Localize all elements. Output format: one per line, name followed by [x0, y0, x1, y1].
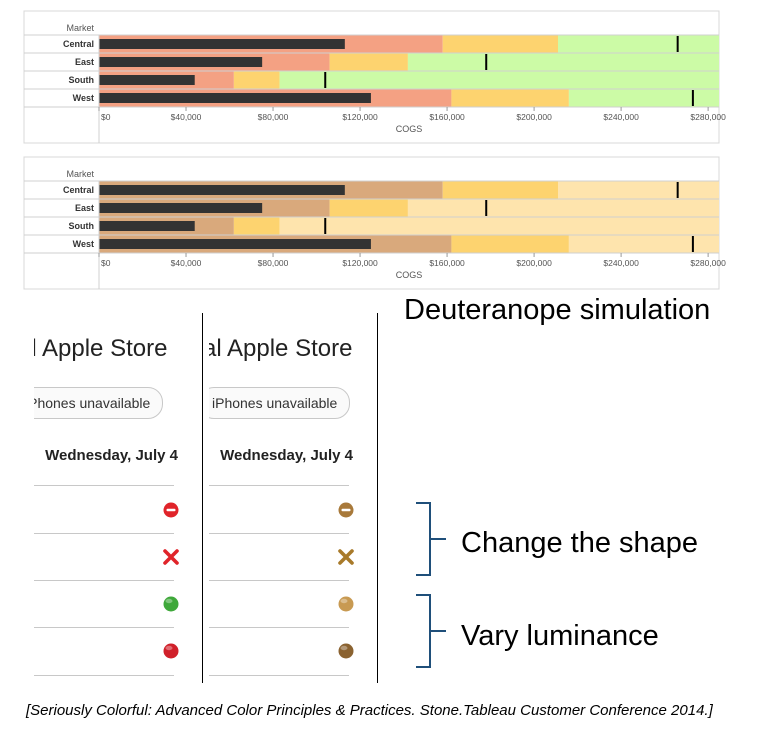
x-tick-label: $40,000 [171, 258, 202, 268]
bar-west [99, 239, 371, 249]
dot-icon [162, 642, 180, 665]
vary-luminance-label: Vary luminance [461, 620, 659, 652]
bar-central [99, 39, 345, 49]
target-west [691, 236, 694, 252]
row-label-south: South [69, 221, 95, 231]
store-title: al Apple Store [209, 335, 353, 362]
x-tick-label: $160,000 [429, 258, 465, 268]
row-label-central: Central [63, 39, 94, 49]
band-south-1 [233, 217, 280, 235]
x-axis-label: COGS [396, 124, 423, 134]
x-mark-icon [337, 548, 355, 571]
x-tick-label: $160,000 [429, 112, 465, 122]
x-tick-label: $200,000 [516, 258, 552, 268]
row-label-east: East [75, 57, 94, 67]
target-east [485, 54, 488, 70]
band-west-1 [451, 235, 569, 253]
row-separator [209, 580, 349, 581]
x-tick-label: $80,000 [258, 112, 289, 122]
change-shape-label: Change the shape [461, 527, 699, 559]
x-tick-label: $80,000 [258, 258, 289, 268]
store-panel-original: al Apple Store iPhones unavailable Wedne… [34, 313, 203, 683]
row-separator [34, 580, 174, 581]
band-south-2 [279, 71, 719, 89]
date-header: Wednesday, July 4 [45, 447, 178, 464]
row-label-south: South [69, 75, 95, 85]
bar-south [99, 75, 195, 85]
bar-east [99, 57, 263, 67]
row-separator [209, 627, 349, 628]
target-west [691, 90, 694, 106]
band-west-2 [568, 89, 719, 107]
date-header: Wednesday, July 4 [220, 447, 353, 464]
x-tick-label: $200,000 [516, 112, 552, 122]
band-central-2 [558, 35, 719, 53]
x-tick-label: $280,000 [690, 258, 726, 268]
bar-west [99, 93, 371, 103]
citation-caption: [Seriously Colorful: Advanced Color Prin… [26, 702, 713, 719]
x-tick-label: $120,000 [342, 258, 378, 268]
bar-east [99, 203, 263, 213]
store-panel-deuteranope: al Apple Store iPhones unavailable Wedne… [209, 313, 378, 683]
bullet-chart-original: Market Central East South West $0 $40,000 $80,0… [23, 10, 726, 144]
band-east-2 [407, 199, 719, 217]
row-separator [34, 675, 174, 676]
x-tick-label: $40,000 [171, 112, 202, 122]
simulation-label: Deuteranope simulation [404, 294, 711, 326]
target-south [324, 72, 327, 88]
row-separator [34, 627, 174, 628]
row-header: Market [66, 169, 94, 179]
band-east-2 [407, 53, 719, 71]
x-tick-label: $0 [101, 112, 111, 122]
bullet-chart-deuteranope: Market Central East South West $0 $40,000 $80,0… [23, 156, 726, 290]
bar-central [99, 185, 345, 195]
unavailable-filter-button[interactable]: iPhones unavailable [209, 387, 351, 419]
band-west-1 [451, 89, 569, 107]
shape-bracket [416, 502, 446, 576]
target-central [676, 182, 679, 198]
band-east-1 [329, 199, 408, 217]
band-west-2 [568, 235, 719, 253]
band-east-1 [329, 53, 408, 71]
x-tick-label: $240,000 [603, 112, 639, 122]
row-label-central: Central [63, 185, 94, 195]
store-title: al Apple Store [34, 335, 168, 362]
dot-icon [337, 595, 355, 618]
target-south [324, 218, 327, 234]
row-label-east: East [75, 203, 94, 213]
x-mark-icon [162, 548, 180, 571]
row-header: Market [66, 23, 94, 33]
minus-circle-icon [162, 501, 180, 524]
row-separator [209, 485, 349, 486]
luminance-bracket [416, 594, 446, 668]
band-central-2 [558, 181, 719, 199]
target-east [485, 200, 488, 216]
row-separator [209, 675, 349, 676]
row-separator [209, 533, 349, 534]
band-south-1 [233, 71, 280, 89]
band-central-1 [442, 181, 559, 199]
dot-icon [337, 642, 355, 665]
x-tick-label: $0 [101, 258, 111, 268]
band-central-1 [442, 35, 559, 53]
unavailable-filter-button[interactable]: iPhones unavailable [34, 387, 164, 419]
x-axis-label: COGS [396, 270, 423, 280]
row-label-west: West [73, 93, 94, 103]
x-tick-label: $120,000 [342, 112, 378, 122]
x-tick-label: $240,000 [603, 258, 639, 268]
target-central [676, 36, 679, 52]
bar-south [99, 221, 195, 231]
row-separator [34, 485, 174, 486]
minus-circle-icon [337, 501, 355, 524]
x-tick-label: $280,000 [690, 112, 726, 122]
band-south-2 [279, 217, 719, 235]
dot-icon [162, 595, 180, 618]
row-label-west: West [73, 239, 94, 249]
row-separator [34, 533, 174, 534]
